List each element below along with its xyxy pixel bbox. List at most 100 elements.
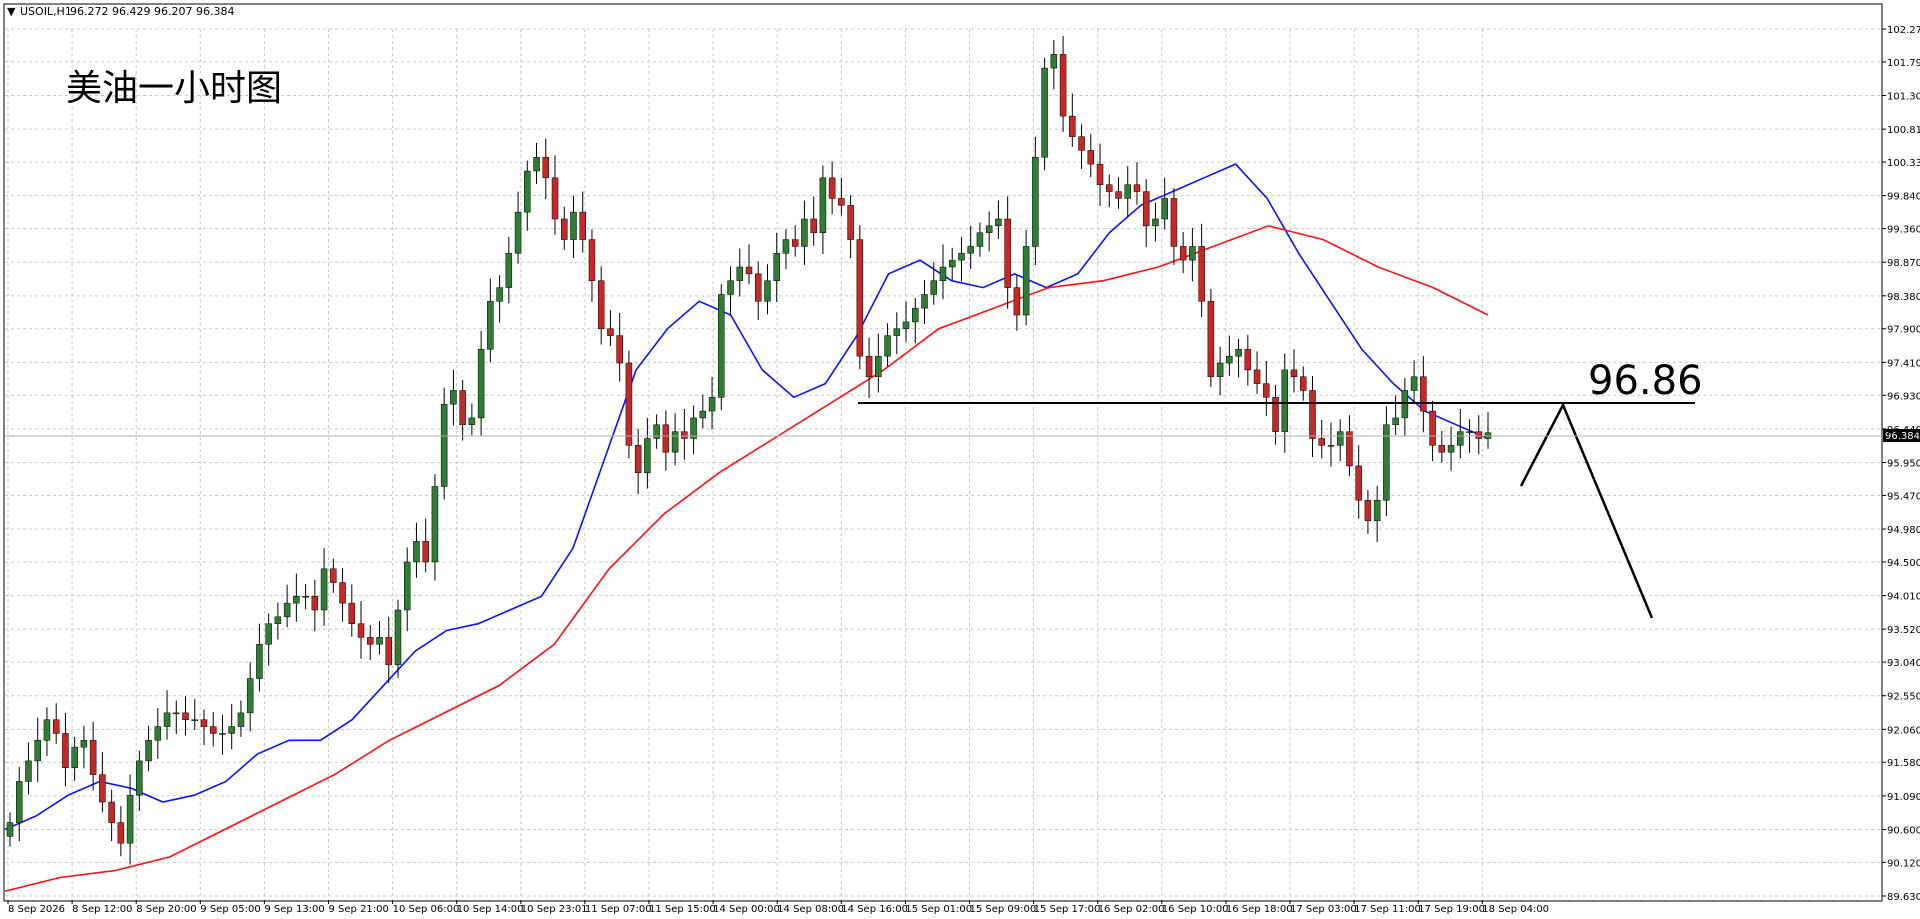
candle-body (607, 328, 614, 336)
candle (727, 266, 734, 316)
candle-body (524, 170, 531, 213)
candle (1161, 177, 1168, 230)
candle-body (644, 438, 651, 474)
candle-body (339, 582, 346, 604)
candle-body (561, 218, 568, 240)
candle-body (6, 822, 14, 837)
candle-body (173, 712, 180, 715)
candle-body (1438, 445, 1446, 453)
candle-body (348, 602, 356, 624)
candle-body (459, 390, 466, 426)
candle (782, 229, 790, 270)
ma-fast-line (4, 163, 1489, 831)
candle-body (736, 266, 744, 281)
y-tick-label: 98.380 (1887, 292, 1920, 303)
candle-body (25, 760, 32, 782)
candle-body (34, 740, 41, 762)
candle-body (1457, 431, 1464, 446)
y-tick-label: 100.330 (1887, 158, 1920, 169)
y-tick-label: 91.580 (1887, 758, 1920, 769)
x-tick-label: 9 Sep 13:00 (264, 904, 324, 915)
candle-body (708, 397, 716, 412)
candle-body (1475, 431, 1483, 439)
candle (440, 387, 448, 500)
candle (662, 410, 670, 471)
candle (1013, 275, 1021, 331)
candle (681, 408, 688, 460)
candle (385, 616, 392, 684)
candle (450, 369, 457, 426)
candle-body (1383, 424, 1390, 501)
candle (376, 620, 383, 655)
candle (1383, 406, 1390, 517)
candle-body (1290, 369, 1298, 378)
candle (1346, 415, 1353, 477)
candle-body (699, 410, 707, 419)
candle-body (865, 355, 873, 378)
candle-body (43, 719, 51, 741)
y-tick-label: 97.410 (1887, 358, 1920, 369)
time-axis[interactable]: 8 Sep 2026 8 Sep 12:00 8 Sep 20:00 9 Sep 05… (7, 900, 1549, 915)
x-tick-label: 8 Sep 12:00 (72, 904, 132, 915)
candle (764, 264, 771, 315)
candle (1207, 288, 1215, 388)
candle (524, 160, 531, 231)
candle (967, 225, 974, 270)
current-price-text: 96.384 (1885, 431, 1920, 442)
x-tick-label: 15 Sep 01:00 (905, 904, 972, 915)
candle-body (283, 602, 291, 618)
candle-body (237, 712, 245, 727)
candle-body (551, 177, 559, 220)
candle-body (754, 273, 762, 302)
candle (1032, 136, 1039, 265)
candle (320, 548, 328, 626)
candle-body (403, 561, 411, 611)
candle (1373, 485, 1381, 543)
candle-body (468, 417, 476, 426)
candle (209, 712, 217, 747)
candle (468, 403, 476, 436)
candle-body (653, 424, 660, 439)
x-tick-label: 10 Sep 06:00 (393, 904, 460, 915)
y-tick-label: 94.980 (1887, 525, 1920, 536)
x-tick-label: 11 Sep 07:00 (585, 904, 652, 915)
candle-body (1216, 362, 1224, 378)
x-tick-label: 15 Sep 09:00 (970, 904, 1037, 915)
candle-body (1300, 376, 1307, 391)
candle (80, 725, 88, 769)
candle-body (376, 637, 383, 645)
candle-body (1161, 198, 1168, 220)
candle-body (1447, 445, 1455, 453)
y-tick-label: 93.040 (1887, 658, 1920, 669)
candle-body (1235, 349, 1242, 357)
candle (126, 774, 134, 865)
candle (791, 225, 799, 257)
x-tick-label: 9 Sep 05:00 (200, 904, 260, 915)
candle (357, 601, 365, 659)
candle (182, 696, 189, 736)
candle (561, 206, 568, 250)
candle-body (745, 266, 753, 275)
candle (496, 275, 503, 323)
candle-body (200, 719, 208, 727)
candle (505, 236, 513, 304)
header-arrow-icon[interactable]: ▼ (7, 5, 16, 18)
candle (893, 312, 901, 355)
candle-body (126, 794, 134, 844)
candle-body (810, 218, 817, 233)
candle (1124, 166, 1131, 217)
candle-body (191, 719, 198, 721)
candle-body (1364, 499, 1372, 522)
candle-body (1078, 136, 1085, 151)
candle-body (948, 259, 956, 268)
candle (1475, 415, 1483, 455)
candle (634, 428, 642, 495)
price-axis[interactable]: 102.270 101.790 101.300 100.810 100.330 99.84… (1882, 25, 1920, 903)
candle-body (1226, 355, 1233, 364)
candle-body (976, 232, 984, 247)
candle-body (801, 218, 808, 247)
candle-body (1355, 465, 1362, 501)
projection-line[interactable] (1519, 402, 1654, 619)
candle-body (1410, 376, 1418, 391)
